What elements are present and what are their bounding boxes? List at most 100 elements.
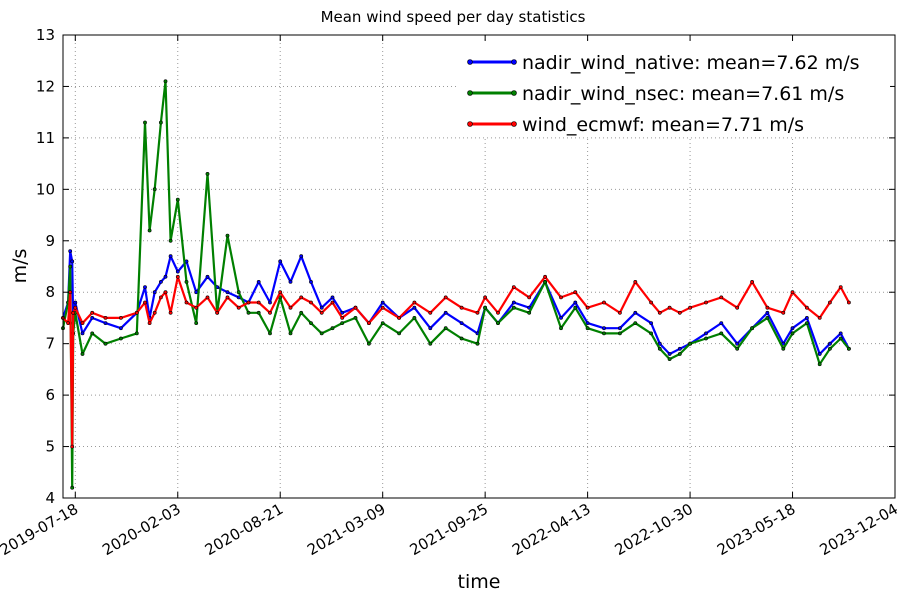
data-point xyxy=(585,326,590,331)
data-point xyxy=(459,305,464,310)
legend-entry: nadir_wind_nsec: mean=7.61 m/s xyxy=(467,83,844,105)
data-point xyxy=(397,331,402,336)
data-point xyxy=(443,295,448,300)
data-point xyxy=(330,326,335,331)
data-point xyxy=(704,300,708,305)
data-point xyxy=(103,321,108,326)
data-point xyxy=(817,352,822,356)
y-tick-labels: 4 5 6 7 8 9 10 11 12 13 xyxy=(36,26,55,507)
data-point xyxy=(366,341,371,346)
data-point xyxy=(667,352,672,356)
data-point xyxy=(90,315,95,320)
data-point xyxy=(649,321,654,326)
data-point xyxy=(688,305,693,310)
data-point xyxy=(649,300,654,305)
data-point xyxy=(147,228,152,233)
data-point xyxy=(618,331,622,336)
data-point xyxy=(828,346,832,351)
data-point xyxy=(205,295,210,300)
data-point xyxy=(765,310,770,315)
data-point xyxy=(319,331,324,336)
data-point xyxy=(366,321,371,326)
data-point xyxy=(649,331,654,336)
data-point xyxy=(163,79,168,84)
data-point xyxy=(268,331,272,336)
y-tick-label: 11 xyxy=(36,129,55,147)
y-tick-label: 7 xyxy=(45,335,55,353)
legend-marker xyxy=(467,59,473,65)
data-point xyxy=(790,331,795,336)
data-point xyxy=(585,321,590,326)
data-point xyxy=(765,315,770,320)
data-point xyxy=(158,279,163,284)
legend-label: nadir_wind_native: mean=7.62 m/s xyxy=(522,52,860,74)
data-point xyxy=(559,315,563,320)
data-point xyxy=(765,305,770,310)
legend-marker xyxy=(511,90,517,96)
data-point xyxy=(168,310,173,315)
data-point xyxy=(152,290,157,295)
data-point xyxy=(205,274,210,279)
chart-title: Mean wind speed per day statistics xyxy=(321,8,586,26)
data-point xyxy=(236,305,241,310)
data-point xyxy=(184,279,189,284)
data-point xyxy=(119,326,123,331)
data-point xyxy=(299,254,304,259)
data-point xyxy=(428,310,433,315)
data-point xyxy=(353,315,358,320)
data-point xyxy=(236,290,241,295)
y-tick-label: 13 xyxy=(36,26,55,44)
data-point xyxy=(412,305,417,310)
data-point xyxy=(719,331,724,336)
data-point xyxy=(847,346,851,351)
data-point xyxy=(633,310,638,315)
data-point xyxy=(838,336,843,341)
data-point xyxy=(309,300,313,305)
y-tick-label: 9 xyxy=(45,232,55,250)
data-point xyxy=(428,326,433,331)
data-point xyxy=(677,310,682,315)
data-point xyxy=(704,336,708,341)
data-point xyxy=(194,305,199,310)
data-point xyxy=(380,300,385,305)
data-point xyxy=(175,274,180,279)
data-point xyxy=(483,305,488,310)
legend-marker xyxy=(511,121,517,127)
data-point xyxy=(70,444,75,449)
data-point xyxy=(559,326,563,331)
data-point xyxy=(412,300,417,305)
data-point xyxy=(677,352,682,356)
data-point xyxy=(309,279,313,284)
data-point xyxy=(657,310,662,315)
data-point xyxy=(134,331,139,336)
data-point xyxy=(847,300,851,305)
data-point xyxy=(143,300,147,305)
data-point xyxy=(790,326,795,331)
data-point xyxy=(618,310,622,315)
data-point xyxy=(288,331,293,336)
data-point xyxy=(704,331,708,336)
data-point xyxy=(459,336,464,341)
data-point xyxy=(511,305,516,310)
data-point xyxy=(299,295,304,300)
data-point xyxy=(667,357,672,362)
data-point xyxy=(483,295,488,300)
data-point xyxy=(443,326,448,331)
data-point xyxy=(147,321,152,326)
data-point xyxy=(380,321,385,326)
data-point xyxy=(543,279,548,284)
data-point xyxy=(152,187,157,192)
legend-entry: wind_ecmwf: mean=7.71 m/s xyxy=(467,114,804,136)
data-point xyxy=(68,264,73,269)
data-point xyxy=(225,295,230,300)
data-point xyxy=(158,120,163,125)
data-point xyxy=(158,295,163,300)
data-point xyxy=(163,274,168,279)
data-point xyxy=(838,285,843,290)
data-point xyxy=(790,290,795,295)
axis-ticks xyxy=(63,34,896,499)
data-point xyxy=(805,305,809,310)
data-point xyxy=(585,305,590,310)
legend-label: wind_ecmwf: mean=7.71 m/s xyxy=(522,114,804,136)
data-point xyxy=(475,310,480,315)
